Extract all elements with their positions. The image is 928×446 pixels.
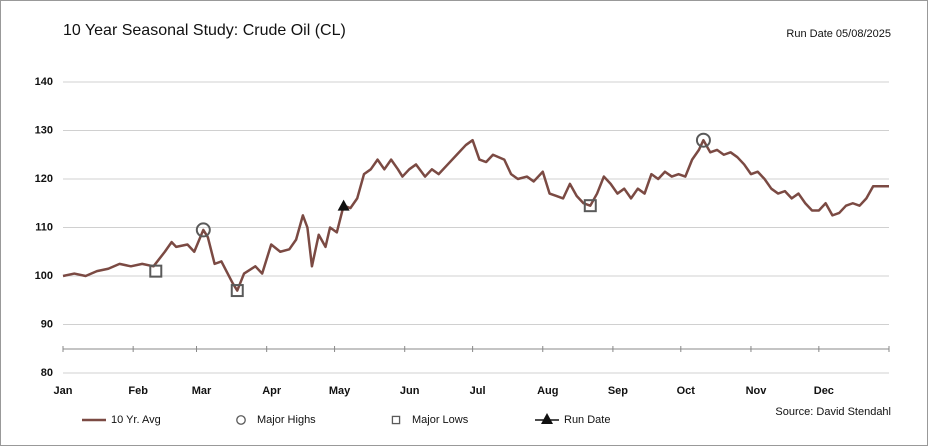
legend-label: Run Date <box>564 414 610 426</box>
marker <box>149 264 163 278</box>
x-tick-label: Jun <box>400 385 420 397</box>
marker <box>695 132 711 148</box>
x-tick-label: Sep <box>608 385 628 397</box>
legend-label: Major Highs <box>257 414 316 426</box>
legend-label: 10 Yr. Avg <box>111 414 161 426</box>
y-tick-label: 130 <box>35 124 53 136</box>
x-tick-label: Apr <box>262 385 282 397</box>
x-tick-label: May <box>329 385 351 397</box>
source: Source: David Stendahl <box>775 406 891 418</box>
chart-title: 10 Year Seasonal Study: Crude Oil (CL) <box>63 22 346 39</box>
y-tick-label: 80 <box>41 367 53 379</box>
marker <box>337 199 350 211</box>
y-tick-label: 110 <box>35 221 53 233</box>
marker <box>230 284 244 298</box>
legend-label: Major Lows <box>412 414 469 426</box>
x-tick-label: Dec <box>814 385 834 397</box>
y-tick-label: 140 <box>35 76 53 88</box>
run-date: Run Date 05/08/2025 <box>786 28 891 40</box>
legend-swatch <box>236 415 246 425</box>
series-line <box>62 138 889 292</box>
x-tick-label: Oct <box>677 385 696 397</box>
x-tick-label: Jan <box>54 385 73 397</box>
x-tick-label: Nov <box>746 385 768 397</box>
x-tick-label: Mar <box>192 385 212 397</box>
x-tick-label: Aug <box>537 385 558 397</box>
x-tick-label: Feb <box>128 385 148 397</box>
marker <box>195 222 211 238</box>
y-tick-label: 120 <box>35 173 53 185</box>
legend-swatch <box>541 413 553 424</box>
marker <box>583 199 597 213</box>
y-tick-label: 100 <box>35 270 53 282</box>
legend-swatch <box>391 415 401 425</box>
y-tick-label: 90 <box>41 318 53 330</box>
x-tick-label: Jul <box>470 385 486 397</box>
